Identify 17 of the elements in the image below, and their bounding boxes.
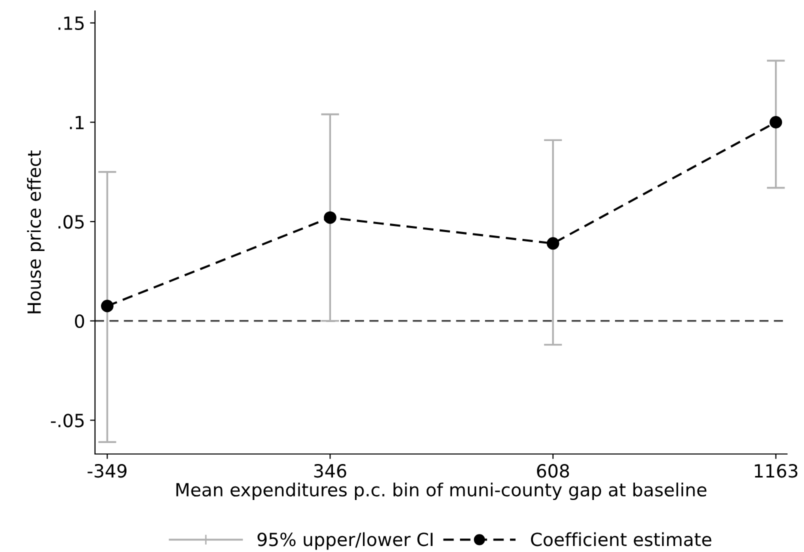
y-axis-title: House price effect: [27, 150, 44, 314]
text: 95% upper/lower CI: [258, 532, 433, 550]
x-tick-label: -349: [88, 464, 126, 478]
point: [101, 300, 114, 312]
point: [324, 211, 336, 224]
x-tick-label: 346: [314, 464, 346, 478]
y-tick-label: .05: [58, 215, 84, 229]
y-tick-label: 0: [74, 314, 84, 328]
x-tick-label: 1163: [754, 464, 798, 478]
point: [770, 116, 782, 128]
y-tick-label: -.05: [50, 414, 84, 428]
point: [546, 237, 560, 250]
legend-label: Coefficient estimate: [531, 532, 712, 546]
x-tick-label: 608: [537, 464, 569, 478]
y-tick-label: .15: [58, 16, 84, 30]
y-tick-label: .1: [70, 116, 84, 130]
x-axis-title: Mean expenditures p.c. bin of muni-county gap at baseline: [176, 482, 706, 500]
